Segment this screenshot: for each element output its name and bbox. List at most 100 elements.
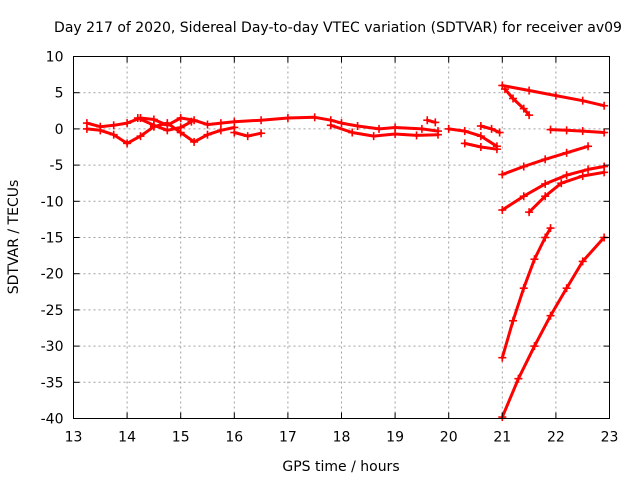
x-axis-label: GPS time / hours <box>282 459 399 475</box>
data-point <box>578 96 587 105</box>
data-point <box>310 113 319 122</box>
y-tick-label: 10 <box>46 50 64 66</box>
data-point <box>495 128 504 137</box>
data-point <box>514 374 523 383</box>
x-tick-label: 17 <box>279 430 297 446</box>
x-tick-label: 15 <box>172 430 190 446</box>
x-tick-label: 16 <box>225 430 243 446</box>
x-tick-label: 19 <box>386 430 404 446</box>
data-point <box>216 119 225 128</box>
data-point <box>546 311 555 320</box>
data-point <box>562 284 571 293</box>
data-point <box>541 192 550 201</box>
data-point <box>600 128 609 137</box>
data-point <box>163 126 172 135</box>
x-tick-label: 22 <box>547 430 565 446</box>
data-point <box>578 171 587 180</box>
x-tick-label: 21 <box>493 430 511 446</box>
data-point <box>203 130 212 139</box>
series-line-track-7 <box>447 127 499 148</box>
data-point <box>600 168 609 177</box>
data-point <box>546 125 555 134</box>
data-point <box>203 120 212 129</box>
data-point <box>123 119 132 128</box>
y-tick-label: -35 <box>41 375 64 391</box>
data-point <box>541 233 550 242</box>
data-point <box>557 179 566 188</box>
data-point <box>326 121 335 130</box>
data-point <box>176 114 185 123</box>
data-point <box>460 127 469 136</box>
data-point <box>500 85 509 94</box>
data-point <box>551 91 560 100</box>
data-point <box>519 192 528 201</box>
series-line-track-11 <box>503 87 531 117</box>
data-point <box>417 124 426 133</box>
data-point <box>476 122 485 131</box>
x-tick-label: 23 <box>601 430 619 446</box>
data-point <box>584 142 593 151</box>
data-point <box>187 117 196 126</box>
series-line-track-16 <box>500 226 552 360</box>
data-point <box>562 171 571 180</box>
y-tick-label: -20 <box>41 267 64 283</box>
data-point <box>163 119 172 128</box>
data-point <box>176 123 185 132</box>
y-tick-label: 5 <box>55 86 64 102</box>
data-point <box>133 114 142 123</box>
data-point <box>487 124 496 133</box>
data-point <box>519 104 528 113</box>
y-axis-label: SDTVAR / TECUs <box>6 180 22 295</box>
data-point <box>498 170 507 179</box>
data-point <box>578 127 587 136</box>
data-point <box>348 128 357 137</box>
data-point <box>257 129 266 138</box>
data-point <box>519 284 528 293</box>
data-point <box>498 353 507 362</box>
y-tick-label: -25 <box>41 303 64 319</box>
x-tick-label: 14 <box>118 430 136 446</box>
data-point <box>562 148 571 157</box>
data-point <box>96 126 105 135</box>
data-point <box>525 111 534 120</box>
data-point <box>257 116 266 125</box>
data-point <box>578 257 587 266</box>
data-point <box>190 137 199 146</box>
data-point <box>476 132 485 141</box>
series-line-track-1 <box>85 115 440 133</box>
data-point <box>391 129 400 138</box>
data-point <box>476 143 485 151</box>
y-tick-label: 0 <box>55 122 64 138</box>
data-point <box>109 121 118 130</box>
data-point <box>431 118 440 127</box>
data-point <box>423 116 432 125</box>
data-point <box>369 132 378 141</box>
data-point <box>136 132 145 141</box>
grid <box>73 56 610 419</box>
x-tick-label: 18 <box>333 430 351 446</box>
data-point <box>109 130 118 139</box>
data-point <box>584 165 593 174</box>
data-point <box>337 119 346 128</box>
data-point <box>82 124 91 133</box>
axis-ticks: 13 14 15 16 17 18 19 20 21 22 23 -40 -35 -30 -25 -20 -15… <box>41 50 619 446</box>
data-point <box>123 139 132 148</box>
data-point <box>562 126 571 135</box>
data-point <box>530 342 539 351</box>
y-tick-label: -10 <box>41 194 64 210</box>
x-tick-label: 13 <box>65 430 83 446</box>
series-line-track-17 <box>500 236 606 419</box>
data-point <box>600 101 609 110</box>
data-point <box>243 132 252 141</box>
data-point <box>149 121 158 130</box>
data-point <box>283 114 292 123</box>
chart-title: Day 217 of 2020, Sidereal Day-to-day VTE… <box>54 20 622 36</box>
y-tick-label: -15 <box>41 231 64 247</box>
y-tick-label: -5 <box>50 158 64 174</box>
data-point <box>375 124 384 133</box>
data-point <box>460 139 469 148</box>
data-point <box>509 316 518 325</box>
data-layer <box>82 81 609 422</box>
x-tick-label: 20 <box>440 430 458 446</box>
